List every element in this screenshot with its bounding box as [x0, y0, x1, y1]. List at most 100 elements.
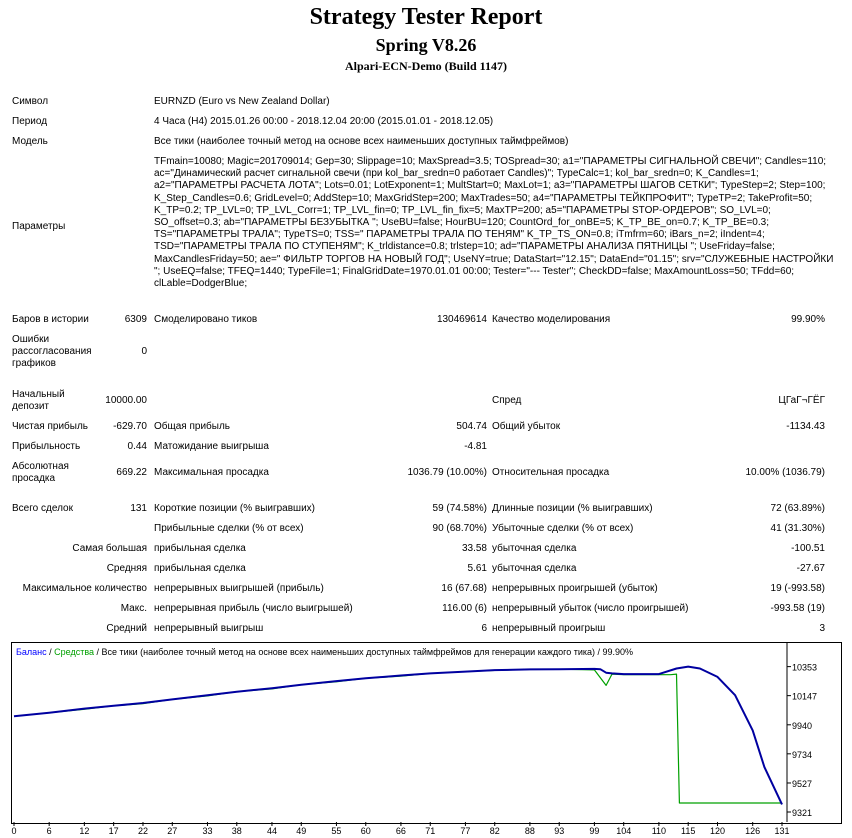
max-consecutive-wins-label: непрерывных выигрышей (прибыль): [154, 583, 324, 594]
x-tick-label: 17: [109, 826, 119, 836]
long-positions-value: 72 (63.89%): [770, 503, 825, 514]
legend-equity: Средства: [54, 647, 95, 657]
errors-label: Ошибки рассогласования графиков: [12, 334, 92, 369]
max-consecutive-loss-label: непрерывный убыток (число проигрышей): [492, 603, 689, 614]
spread-value: ЦГаГ¬ГЁГ­: [778, 395, 825, 406]
x-tick-label: 12: [79, 826, 89, 836]
rel-drawdown-value: 10.00% (1036.79): [745, 467, 825, 478]
symbol-label: Символ: [12, 96, 49, 107]
expected-payoff-label: Матожидание выигрыша: [154, 441, 269, 452]
abs-drawdown-value: 669.22: [116, 467, 147, 478]
x-tick-label: 49: [296, 826, 306, 836]
x-tick-label: 60: [361, 826, 371, 836]
deposit-value: 10000.00: [105, 395, 147, 406]
max-consecutive-profit-value: 116.00 (6): [442, 603, 487, 614]
x-tick-label: 55: [331, 826, 341, 836]
max-label: Макс.: [120, 603, 147, 614]
model-value: Все тики (наиболее точный метод на основ…: [154, 136, 569, 147]
expected-payoff-value: -4.81: [464, 441, 487, 452]
symbol-value: EURNZD (Euro vs New Zealand Dollar): [154, 96, 330, 107]
gross-profit-value: 504.74: [456, 421, 487, 432]
y-tick-label: 9527: [792, 779, 812, 789]
period-value: 4 Часа (H4) 2015.01.26 00:00 - 2018.12.0…: [154, 116, 494, 127]
profit-trades-label: Прибыльные сделки (% от всех): [154, 523, 304, 534]
largest-profit-value: 33.58: [461, 543, 487, 554]
x-tick-label: 88: [525, 826, 535, 836]
profit-factor-value: 0.44: [127, 441, 147, 452]
gross-loss-label: Общий убыток: [492, 421, 561, 432]
x-tick-label: 104: [616, 826, 631, 836]
average-label: Средняя: [106, 563, 147, 574]
average-profit-label: прибыльная сделка: [154, 563, 246, 574]
largest-loss-value: -100.51: [791, 543, 825, 554]
x-tick-label: 22: [138, 826, 148, 836]
loss-trades-value: 41 (31.30%): [770, 523, 825, 534]
short-positions-value: 59 (74.58%): [432, 503, 487, 514]
quality-label: Качество моделирования: [492, 314, 611, 325]
gross-profit-label: Общая прибыль: [154, 421, 231, 432]
expert-name: Spring V8.26: [375, 35, 477, 55]
server-build: Alpari-ECN-Demo (Build 1147): [345, 59, 507, 73]
model-label: Модель: [12, 136, 48, 147]
y-tick-label: 10353: [792, 663, 817, 673]
max-consecutive-loss-value: -993.58 (19): [770, 603, 825, 614]
spread-label: Спред: [492, 395, 522, 406]
legend-balance: Баланс: [16, 647, 47, 657]
bars-label: Баров в истории: [12, 314, 89, 325]
x-tick-label: 44: [267, 826, 277, 836]
legend-description: / Все тики (наиболее точный метод на осн…: [94, 647, 634, 657]
profit-trades-value: 90 (68.70%): [432, 523, 487, 534]
period-label: Период: [12, 116, 48, 127]
errors-value: 0: [141, 346, 147, 357]
net-profit-label: Чистая прибыль: [12, 421, 88, 432]
total-trades-label: Всего сделок: [12, 503, 73, 514]
quality-value: 99.90%: [791, 314, 825, 325]
balance-series-line: [13, 665, 783, 805]
x-tick-label: 99: [589, 826, 599, 836]
short-positions-label: Короткие позиции (% выигравших): [154, 503, 315, 514]
x-tick-label: 131: [774, 826, 789, 836]
x-tick-label: 6: [47, 826, 52, 836]
report-title: Strategy Tester Report: [309, 4, 543, 30]
ticks-value: 130469614: [436, 314, 487, 325]
largest-loss-label: убыточная сделка: [492, 543, 577, 554]
profit-factor-label: Прибыльность: [12, 441, 81, 452]
abs-drawdown-label: Абсолютная просадка: [12, 461, 69, 484]
avg-consecutive-wins-value: 6: [481, 623, 487, 634]
params-label: Параметры: [12, 221, 66, 232]
y-tick-label: 10147: [792, 692, 817, 702]
x-tick-label: 66: [396, 826, 406, 836]
long-positions-label: Длинные позиции (% выигравших): [492, 503, 653, 514]
equity-series-line: [13, 668, 782, 804]
x-tick-label: 38: [232, 826, 242, 836]
x-tick-label: 115: [681, 826, 695, 836]
x-tick-label: 0: [11, 826, 16, 836]
x-tick-label: 126: [745, 826, 760, 836]
x-tick-label: 82: [490, 826, 500, 836]
max-drawdown-label: Максимальная просадка: [154, 467, 269, 478]
ticks-label: Смоделировано тиков: [154, 314, 258, 325]
max-count-label: Максимальное количество: [22, 583, 147, 594]
x-tick-label: 33: [202, 826, 212, 836]
loss-trades-label: Убыточные сделки (% от всех): [492, 523, 634, 534]
deposit-label: Начальный депозит: [12, 389, 65, 412]
total-trades-value: 131: [130, 503, 147, 514]
max-consecutive-losses-label: непрерывных проигрышей (убыток): [492, 583, 658, 594]
average-loss-value: -27.67: [796, 563, 825, 574]
x-tick-label: 110: [652, 826, 666, 836]
net-profit-value: -629.70: [113, 421, 147, 432]
average-loss-label: убыточная сделка: [492, 563, 577, 574]
avg-consecutive-losses-label: непрерывный проигрыш: [492, 623, 606, 634]
rel-drawdown-label: Относительная просадка: [492, 467, 610, 478]
average-profit-value: 5.61: [467, 563, 487, 574]
x-tick-label: 77: [460, 826, 470, 836]
avg-consecutive-wins-label: непрерывный выигрыш: [154, 623, 264, 634]
max-consecutive-wins-value: 16 (67.68): [441, 583, 487, 594]
params-value: TFmain=10080; Magic=201709014; Gep=30; S…: [154, 156, 837, 290]
max-consecutive-losses-value: 19 (-993.58): [770, 583, 825, 594]
y-tick-label: 9734: [792, 750, 812, 760]
largest-label: Самая большая: [72, 543, 147, 554]
x-tick-label: 93: [554, 826, 564, 836]
legend-separator: /: [46, 647, 55, 657]
